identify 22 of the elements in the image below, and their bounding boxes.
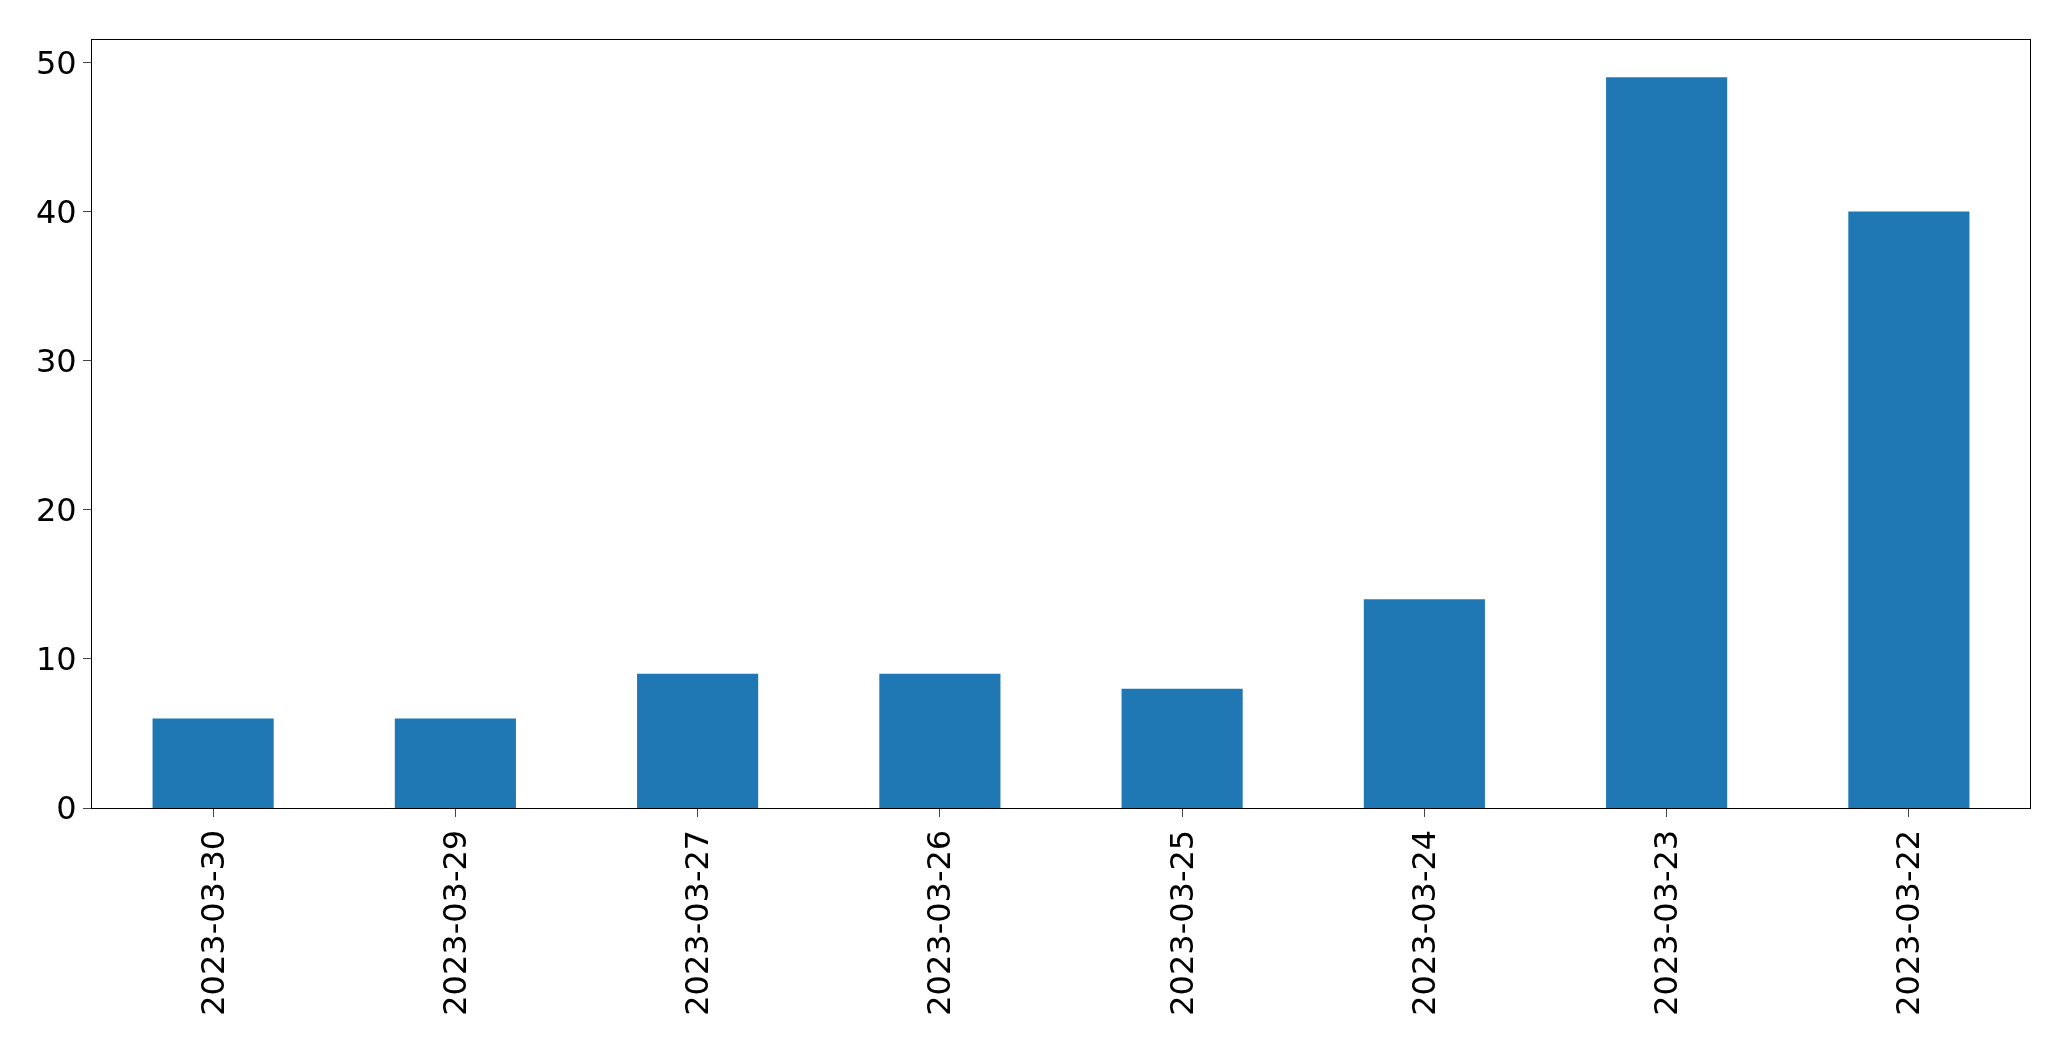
y-tick-label: 50 (35, 43, 77, 82)
bar (1363, 599, 1485, 808)
bar (1606, 77, 1728, 808)
x-tick-label: 2023-03-24 (1404, 829, 1443, 1016)
y-tick-label: 30 (35, 341, 77, 380)
bar (1121, 688, 1243, 808)
y-tick-label: 0 (56, 789, 77, 828)
y-tick-label: 20 (35, 490, 77, 529)
bar (152, 718, 274, 808)
x-tick-label: 2023-03-22 (1889, 829, 1928, 1016)
y-tick-label: 10 (35, 640, 77, 679)
x-tick-label: 2023-03-23 (1647, 829, 1686, 1016)
bar (394, 718, 516, 808)
y-tick-label: 40 (35, 192, 77, 231)
x-tick-label: 2023-03-30 (193, 829, 232, 1016)
x-tick-label: 2023-03-25 (1162, 829, 1201, 1016)
x-tick-label: 2023-03-27 (678, 829, 717, 1016)
bar (1848, 211, 1970, 808)
bar (637, 673, 759, 808)
x-tick-label: 2023-03-26 (920, 829, 959, 1016)
bar (879, 673, 1001, 808)
x-tick-label: 2023-03-29 (435, 829, 474, 1016)
